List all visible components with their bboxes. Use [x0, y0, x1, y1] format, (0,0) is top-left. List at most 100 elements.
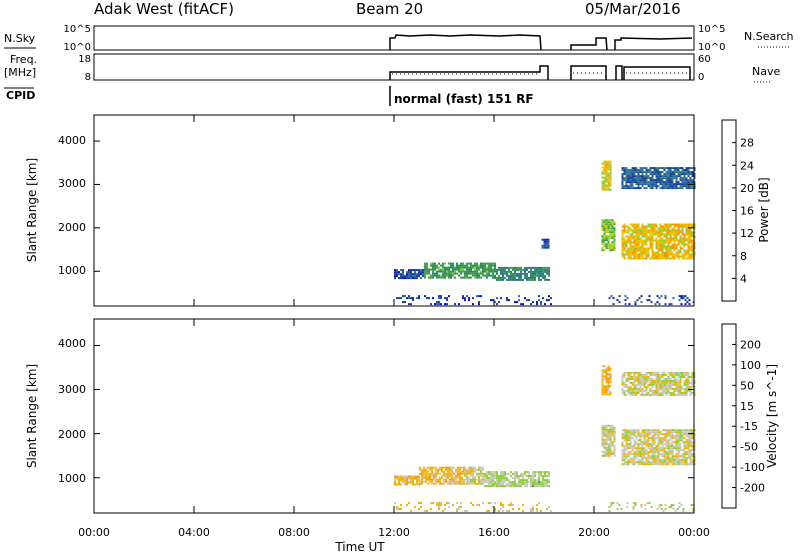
heatmap-cell: [667, 453, 670, 456]
heatmap-cell: [678, 502, 681, 504]
heatmap-cell: [627, 257, 630, 260]
heatmap-cell: [607, 369, 610, 372]
heatmap-cell: [685, 453, 688, 456]
heatmap-cell: [667, 173, 670, 176]
heatmap-cell: [439, 482, 441, 485]
heatmap-cell: [682, 297, 685, 300]
heatmap-cell: [647, 249, 650, 252]
heatmap-cell: [623, 249, 626, 252]
heatmap-cell: [490, 485, 492, 488]
heatmap-cell: [607, 452, 610, 455]
heatmap-cell: [681, 179, 684, 182]
heatmap-cell: [639, 229, 642, 232]
heatmap-cell: [669, 459, 672, 462]
heatmap-cell: [651, 231, 654, 234]
heatmap-cell: [673, 229, 676, 232]
heatmap-cell: [402, 295, 404, 298]
heatmap-cell: [689, 223, 692, 226]
heatmap-cell: [488, 266, 490, 269]
heatmap-cell: [669, 181, 672, 184]
heatmap-cell: [673, 225, 676, 228]
heatmap-cell: [460, 268, 462, 271]
heatmap-cell: [649, 381, 652, 384]
heatmap-cell: [677, 455, 680, 458]
heatmap-cell: [438, 504, 440, 506]
heatmap-cell: [681, 227, 684, 230]
heatmap-cell: [603, 221, 606, 224]
heatmap-cell: [691, 431, 694, 434]
heatmap-cell: [458, 303, 460, 306]
heatmap-cell: [445, 472, 447, 475]
heatmap-cell: [421, 478, 423, 481]
heatmap-cell: [427, 476, 429, 479]
heatmap-cell: [428, 272, 430, 275]
heatmap-cell: [623, 237, 626, 240]
heatmap-cell: [516, 272, 518, 275]
heatmap-cell: [406, 271, 408, 274]
heatmap-cell: [478, 472, 480, 475]
heatmap-cell: [496, 303, 498, 306]
heatmap-cell: [651, 225, 654, 228]
heatmap-cell: [613, 444, 616, 447]
heatmap-cell: [613, 227, 616, 230]
heatmap-cell: [502, 268, 504, 271]
heatmap-cell: [530, 485, 532, 488]
heatmap-cell: [435, 470, 437, 473]
heatmap-cell: [671, 373, 674, 376]
heatmap-cell: [637, 455, 640, 458]
heatmap-cell: [684, 303, 687, 306]
heatmap-cell: [683, 239, 686, 242]
heatmap-cell: [425, 476, 427, 479]
heatmap-cell: [406, 275, 408, 278]
heatmap-cell: [635, 431, 638, 434]
heatmap-cell: [476, 264, 478, 267]
heatmap-cell: [633, 235, 636, 238]
heatmap-cell: [530, 483, 532, 486]
heatmap-cell: [673, 429, 676, 432]
time-tick-label: 00:00: [678, 526, 710, 539]
heatmap-cell: [667, 237, 670, 240]
heatmap-cell: [639, 255, 642, 258]
heatmap-cell: [635, 461, 638, 464]
heatmap-cell: [665, 247, 668, 250]
heatmap-cell: [603, 170, 606, 173]
heatmap-cell: [638, 297, 641, 300]
heatmap-cell: [480, 295, 482, 298]
heatmap-cell: [679, 223, 682, 226]
heatmap-cell: [546, 475, 548, 478]
heatmap-cell: [670, 303, 673, 306]
heatmap-cell: [428, 276, 430, 279]
heatmap-cell: [647, 455, 650, 458]
heatmap-cell: [462, 270, 464, 273]
heatmap-cell: [667, 381, 670, 384]
heatmap-cell: [526, 272, 528, 275]
heatmap-cell: [665, 461, 668, 464]
heatmap-cell: [651, 183, 654, 186]
heatmap-cell: [669, 167, 672, 170]
heatmap-cell: [687, 373, 690, 376]
heatmap-cell: [659, 187, 662, 190]
heatmap-cell: [669, 235, 672, 238]
heatmap-cell: [484, 274, 486, 277]
heatmap-cell: [605, 237, 608, 240]
heatmap-cell: [435, 466, 437, 469]
heatmap-cell: [463, 482, 465, 485]
heatmap-cell: [518, 266, 520, 269]
heatmap-cell: [653, 253, 656, 256]
heatmap-cell: [518, 276, 520, 279]
heatmap-cell: [659, 449, 662, 452]
heatmap-cell: [656, 295, 659, 298]
heatmap-cell: [446, 502, 448, 504]
heatmap-cell: [601, 430, 604, 433]
heatmap-cell: [540, 303, 542, 306]
heatmap-cell: [641, 177, 644, 180]
heatmap-cell: [685, 461, 688, 464]
heatmap-cell: [643, 181, 646, 184]
heatmap-cell: [611, 219, 614, 222]
heatmap-cell: [687, 441, 690, 444]
heatmap-cell: [486, 262, 488, 265]
heatmap-cell: [649, 455, 652, 458]
heatmap-cell: [418, 297, 420, 300]
heatmap-cell: [412, 481, 414, 484]
heatmap-cell: [641, 171, 644, 174]
